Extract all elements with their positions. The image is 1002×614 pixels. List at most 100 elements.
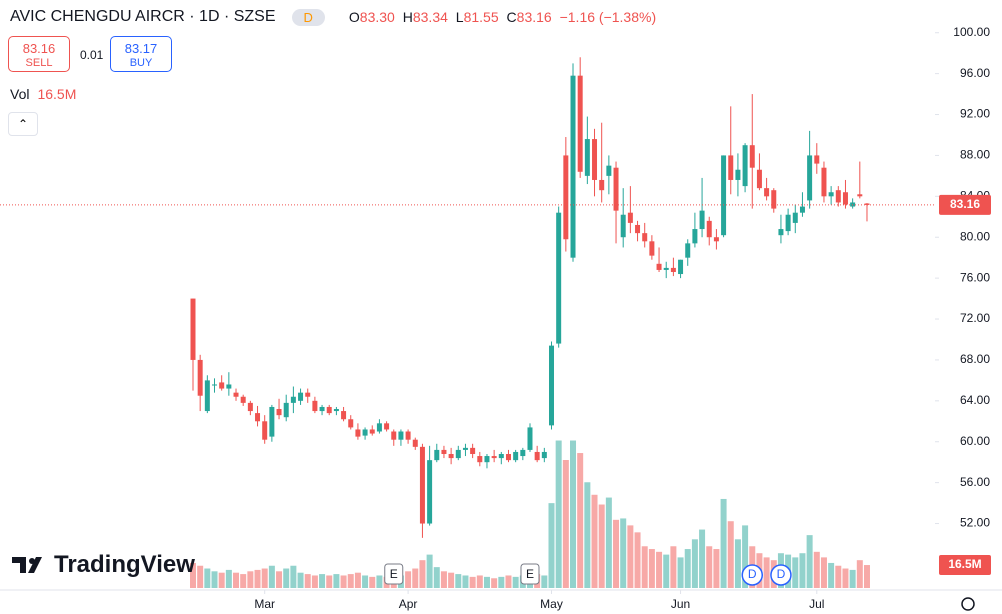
volume-bar [362, 575, 369, 588]
volume-bar [247, 571, 254, 588]
candle-body [735, 169, 741, 180]
volume-bar [548, 503, 555, 588]
x-tick-label: Jun [671, 597, 690, 611]
candle-body [434, 449, 440, 461]
volume-bar [627, 525, 634, 588]
candle-body [419, 446, 425, 524]
candle-body [283, 402, 289, 418]
candle-body [462, 447, 468, 450]
volume-bar [347, 574, 354, 588]
volume-bar [591, 494, 598, 588]
candle-body [240, 396, 246, 403]
volume-bar [405, 571, 412, 588]
legend-label: H [402, 9, 413, 25]
candle-body [247, 402, 253, 412]
volume-bar [620, 518, 627, 588]
volume-value-box [939, 555, 991, 576]
volume-bar [584, 482, 591, 588]
y-tick-label: 100.00 [953, 25, 990, 39]
candle-body [627, 212, 633, 223]
candle-body [635, 224, 641, 234]
candle-body [642, 233, 648, 242]
candle-body [298, 392, 304, 401]
volume-bar [190, 562, 196, 588]
spread: 0.01 [80, 48, 104, 62]
volume-bar [225, 569, 232, 588]
volume-bar [369, 576, 376, 588]
candle-body [376, 423, 382, 432]
candle-body [477, 456, 483, 463]
candle-body [864, 203, 870, 205]
volume-bar [598, 504, 605, 588]
earnings-marker [520, 563, 540, 585]
volume-bar [799, 553, 806, 588]
candle-body [448, 454, 454, 459]
symbol-title: AVIC CHENGDU AIRCR · 1D · SZSE [10, 8, 276, 25]
candle-body [742, 145, 748, 187]
legend-label: O [348, 9, 360, 25]
volume-bar [440, 571, 447, 588]
logo-icon [12, 557, 42, 573]
volume-bar [505, 575, 512, 588]
sell-button[interactable]: 83.16 SELL [8, 36, 70, 72]
volume-bar [276, 571, 283, 588]
volume-value: 16.5M [37, 86, 77, 102]
volume-bar [512, 576, 519, 588]
candle-body [233, 392, 239, 397]
event-marker[interactable]: D [741, 564, 764, 586]
ohlc-legend: O83.30 H83.34 L81.55 C83.16 −1.16 (−1.38… [349, 9, 660, 25]
candle-body [491, 456, 497, 459]
buy-price: 83.17 [124, 41, 158, 56]
candle-body [678, 259, 684, 275]
event-marker[interactable]: D [770, 564, 792, 586]
logo: TradingView [12, 551, 195, 579]
y-tick-label: 72.00 [960, 311, 990, 325]
volume-bar [727, 521, 734, 588]
candle-body [455, 449, 461, 459]
y-tick-label: 68.00 [960, 352, 990, 366]
candle-body [577, 75, 583, 172]
settings-icon[interactable] [961, 597, 975, 611]
candle-body [692, 229, 698, 244]
candle-body [713, 237, 719, 242]
buy-button[interactable]: 83.17 BUY [110, 36, 172, 72]
volume-bar [699, 529, 706, 588]
candle-body [685, 243, 691, 258]
volume-bar [333, 574, 340, 588]
volume-bar [204, 568, 211, 588]
x-tick-label: Mar [254, 597, 275, 611]
legend-value: 83.30 [359, 9, 395, 25]
volume-bar [283, 568, 290, 588]
dividend-marker [770, 564, 792, 586]
y-tick-label: 92.00 [960, 107, 990, 121]
interval-badge[interactable]: D [291, 8, 325, 26]
volume-bar [240, 574, 247, 588]
legend-value: 83.16 [516, 9, 552, 25]
candle-body [649, 241, 655, 256]
candle-body [749, 145, 755, 168]
candle-body [190, 298, 196, 360]
last-price-label: 83.16 [950, 197, 980, 211]
volume-bar [835, 565, 842, 588]
candle-body [348, 419, 354, 428]
volume-bar [820, 557, 827, 588]
candle-body [527, 427, 533, 450]
volume-bar [691, 539, 698, 588]
candle-body [391, 431, 397, 440]
event-marker[interactable]: E [384, 563, 404, 585]
candle-body [706, 220, 712, 238]
candle-body [326, 406, 332, 414]
volume-bar [828, 562, 835, 588]
candle-body [699, 210, 705, 230]
candle-body [792, 212, 798, 223]
event-marker[interactable]: E [520, 563, 540, 585]
candle-body [484, 456, 490, 463]
volume-bar [233, 572, 240, 588]
x-tick-label: Apr [399, 597, 418, 611]
volume-bar [763, 557, 770, 588]
candle-body [262, 421, 268, 440]
collapse-button[interactable]: ⌃ [8, 112, 38, 136]
candle-body [513, 451, 519, 461]
volume-bar [304, 574, 311, 588]
